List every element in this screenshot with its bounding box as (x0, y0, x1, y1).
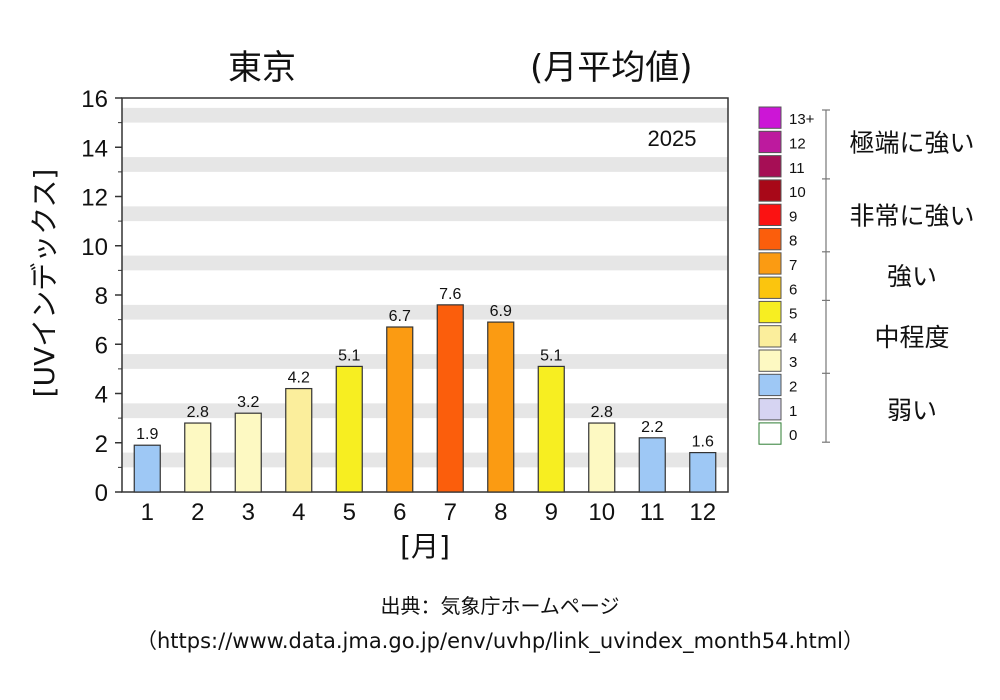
x-tick-label: 2 (191, 499, 204, 526)
legend-swatch (758, 325, 782, 348)
legend-category-label: 中程度 (874, 323, 949, 352)
bar (537, 365, 565, 493)
legend-level-label: 8 (789, 233, 797, 250)
grid-band (122, 206, 728, 222)
legend-level-label: 2 (789, 378, 797, 395)
bar (436, 304, 464, 493)
grid-bands (121, 97, 729, 493)
bar-value-label: 3.2 (237, 394, 259, 411)
grid-band (122, 354, 728, 369)
legend-swatch (758, 252, 782, 275)
y-tick-label: 4 (95, 382, 108, 409)
bar-value-label: 2.8 (187, 404, 209, 421)
legend-swatch (758, 203, 782, 226)
bar-value-label: 6.7 (389, 308, 411, 325)
x-tick-label: 4 (292, 499, 305, 526)
legend-swatch (758, 373, 782, 397)
bar-value-label: 1.6 (692, 434, 714, 451)
source-url: （https://www.data.jma.go.jp/env/uvhp/lin… (136, 629, 864, 653)
legend-level-label: 9 (789, 208, 797, 225)
legend-level-label: 11 (789, 160, 805, 177)
bar-value-label: 1.9 (136, 426, 158, 443)
legend-swatch (758, 276, 782, 299)
bar (487, 321, 515, 493)
x-axis-title: [月] (400, 530, 450, 563)
legend-category-label: 非常に強い (849, 201, 974, 230)
legend-swatch (758, 155, 782, 178)
bar (689, 452, 717, 493)
x-axis: 1 2 3 4 5 6 7 8 9 10 11 12 (141, 499, 717, 526)
bar-value-label: 5.1 (338, 347, 360, 364)
x-tick-label: 8 (494, 499, 507, 526)
legend-level-label: 13+ (789, 111, 815, 128)
y-axis: 0 2 4 6 8 10 12 14 16 (81, 86, 122, 507)
legend-swatch (758, 422, 782, 445)
bar (133, 444, 161, 493)
legend-level-label: 10 (789, 184, 806, 201)
legend-level-label: 7 (789, 257, 797, 274)
grid-band (122, 403, 728, 419)
x-tick-label: 11 (640, 499, 665, 526)
x-tick-label: 1 (141, 499, 154, 526)
chart-title: 東京 (228, 48, 296, 88)
y-tick-label: 16 (81, 86, 108, 113)
y-tick-label: 0 (95, 480, 108, 507)
x-tick-label: 10 (588, 499, 615, 526)
legend-level-label: 5 (789, 306, 797, 323)
bar (184, 422, 212, 493)
legend-swatch (758, 398, 782, 421)
bar-value-label: 7.6 (439, 286, 461, 303)
grid-band (122, 255, 728, 271)
bars: 1.9 2.8 3.2 4.2 5.1 6.7 7.6 6.9 5.1 2.8 2.2 1.6 (133, 286, 717, 493)
chart-subtitle: (月平均値) (530, 48, 693, 88)
x-tick-label: 6 (393, 499, 406, 526)
bar (285, 387, 313, 493)
legend-swatch (758, 228, 782, 251)
legend-level-label: 1 (789, 403, 797, 420)
bar-value-label: 5.1 (540, 347, 562, 364)
legend-level-label: 3 (789, 354, 797, 371)
legend-swatch (758, 106, 782, 129)
x-tick-label: 9 (545, 499, 558, 526)
x-tick-label: 3 (242, 499, 255, 526)
x-tick-label: 12 (689, 499, 716, 526)
legend-level-label: 4 (789, 330, 797, 347)
grid-band (122, 157, 728, 172)
legend-level-label: 6 (789, 281, 797, 298)
bar (335, 365, 363, 493)
bar (588, 422, 616, 493)
legend-swatch (758, 349, 782, 372)
grid-band (122, 452, 728, 468)
legend-level-label: 12 (789, 135, 806, 152)
legend-category-label: 強い (887, 262, 937, 291)
y-tick-label: 8 (95, 283, 108, 310)
legend-category-label: 極端に強い (849, 128, 974, 157)
y-tick-label: 2 (95, 431, 108, 458)
y-tick-label: 14 (81, 135, 108, 162)
y-axis-title: [UVインデックス] (28, 169, 61, 398)
bar (638, 437, 666, 493)
y-tick-label: 12 (81, 185, 108, 212)
bar (386, 326, 414, 493)
grid-band (122, 107, 728, 123)
legend-swatch (758, 300, 782, 324)
source-label: 出典：気象庁ホームページ (380, 594, 620, 618)
year-label: 2025 (648, 126, 697, 151)
bar-value-label: 2.2 (641, 419, 663, 436)
bar-value-label: 4.2 (288, 370, 310, 387)
bar-value-label: 6.9 (490, 303, 512, 320)
legend-swatch (758, 179, 782, 202)
bar-value-label: 2.8 (591, 404, 613, 421)
y-tick-label: 6 (95, 332, 108, 359)
bar (234, 412, 262, 493)
legend-category-label: 弱い (887, 396, 937, 425)
x-tick-label: 5 (343, 499, 356, 526)
legend-level-label: 0 (789, 427, 797, 444)
y-tick-label: 10 (81, 234, 108, 261)
legend-swatch (758, 130, 782, 154)
grid-band (122, 304, 728, 320)
x-tick-label: 7 (444, 499, 457, 526)
